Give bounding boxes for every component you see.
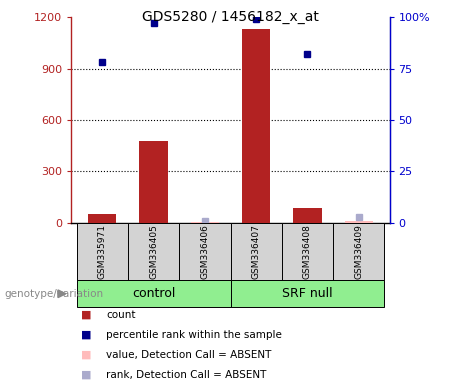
Text: value, Detection Call = ABSENT: value, Detection Call = ABSENT: [106, 350, 272, 360]
Text: rank, Detection Call = ABSENT: rank, Detection Call = ABSENT: [106, 370, 266, 380]
Bar: [88, 214, 116, 223]
Text: GSM336407: GSM336407: [252, 224, 260, 279]
Text: count: count: [106, 310, 136, 320]
Text: ■: ■: [81, 370, 91, 380]
Text: GSM336406: GSM336406: [201, 224, 209, 279]
Text: GDS5280 / 1456182_x_at: GDS5280 / 1456182_x_at: [142, 10, 319, 23]
Text: percentile rank within the sample: percentile rank within the sample: [106, 330, 282, 340]
Bar: [293, 208, 322, 223]
Text: ■: ■: [81, 350, 91, 360]
Text: SRF null: SRF null: [282, 287, 333, 300]
Text: GSM335971: GSM335971: [98, 224, 107, 279]
FancyBboxPatch shape: [333, 223, 384, 280]
Bar: [345, 221, 373, 223]
Text: genotype/variation: genotype/variation: [5, 289, 104, 299]
Text: ■: ■: [81, 330, 91, 340]
FancyBboxPatch shape: [179, 223, 230, 280]
FancyBboxPatch shape: [77, 223, 128, 280]
FancyBboxPatch shape: [282, 223, 333, 280]
Text: GSM336405: GSM336405: [149, 224, 158, 279]
FancyBboxPatch shape: [230, 280, 384, 307]
Text: control: control: [132, 287, 175, 300]
Text: ■: ■: [81, 310, 91, 320]
FancyBboxPatch shape: [230, 223, 282, 280]
Bar: [242, 29, 270, 223]
Text: GSM336409: GSM336409: [354, 224, 363, 279]
Bar: [139, 141, 168, 223]
Text: GSM336408: GSM336408: [303, 224, 312, 279]
FancyBboxPatch shape: [77, 280, 230, 307]
Bar: [191, 222, 219, 223]
FancyBboxPatch shape: [128, 223, 179, 280]
